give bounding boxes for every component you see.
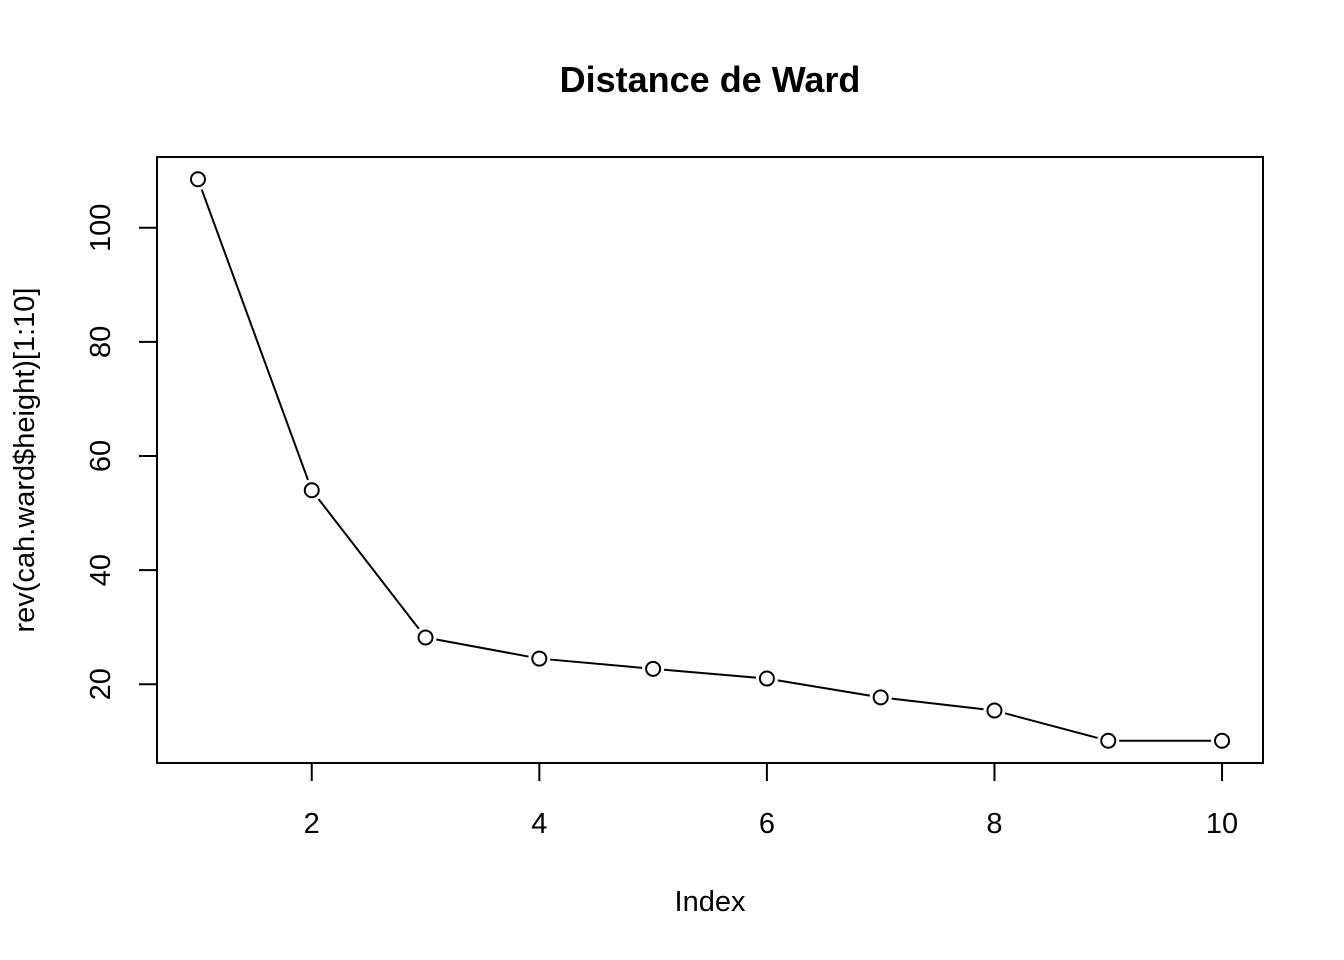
data-point xyxy=(417,629,434,646)
data-point xyxy=(1100,732,1117,749)
y-tick-label: 40 xyxy=(85,554,117,586)
y-tick-label: 100 xyxy=(85,204,117,252)
data-point xyxy=(872,689,889,706)
x-tick-label: 2 xyxy=(304,808,320,840)
y-tick-label: 60 xyxy=(85,440,117,472)
series-segment xyxy=(317,498,420,630)
x-tick-label: 6 xyxy=(759,808,775,840)
data-point xyxy=(645,660,662,677)
series-segment xyxy=(436,638,529,658)
series-segment xyxy=(777,679,870,697)
x-tick-label: 4 xyxy=(531,808,547,840)
series-segment xyxy=(891,697,984,711)
series-segment xyxy=(663,668,757,679)
y-axis-label: rev(cah.ward$height)[1:10] xyxy=(9,288,41,633)
series-points xyxy=(189,171,1231,749)
data-point xyxy=(189,171,206,188)
data-point xyxy=(1214,732,1231,749)
data-point xyxy=(986,702,1003,719)
data-point xyxy=(531,650,548,667)
x-tick-label: 10 xyxy=(1206,808,1238,840)
x-axis-label: Index xyxy=(675,886,746,918)
data-point xyxy=(758,670,775,687)
x-axis: 2 4 6 8 10 xyxy=(304,762,1238,840)
plot-frame xyxy=(156,156,1264,764)
y-axis: 20 40 60 80 100 xyxy=(85,204,158,700)
series-segment xyxy=(200,189,309,481)
chart-title: Distance de Ward xyxy=(560,59,861,100)
series-segment xyxy=(1004,712,1098,739)
series-segment xyxy=(550,658,643,669)
data-point xyxy=(303,482,320,499)
series-line xyxy=(200,189,1212,742)
y-tick-label: 80 xyxy=(85,326,117,358)
y-tick-label: 20 xyxy=(85,668,117,700)
x-tick-label: 8 xyxy=(986,808,1002,840)
